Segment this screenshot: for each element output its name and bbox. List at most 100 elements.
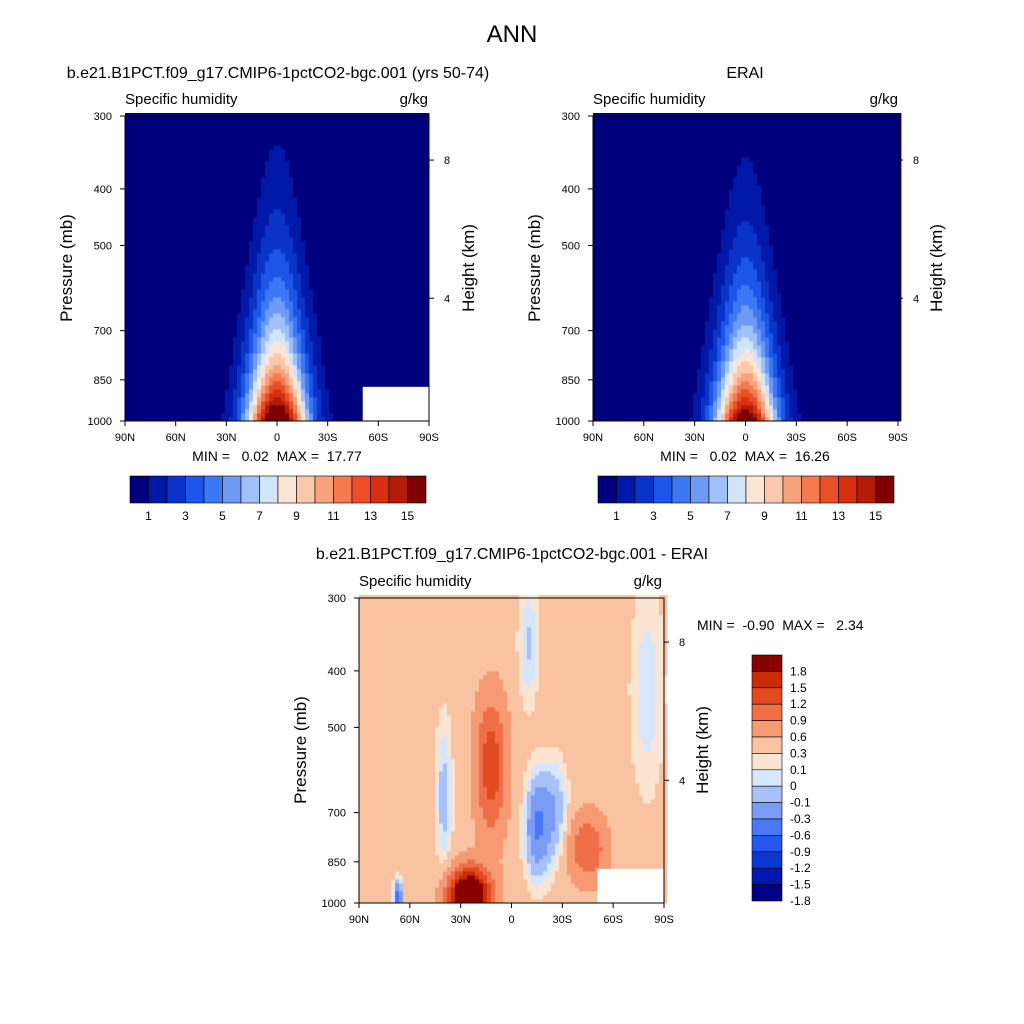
- colorbar-box: [819, 475, 839, 504]
- colorbar-box: [751, 867, 783, 885]
- colorbar-label: 1: [613, 509, 620, 523]
- y-tick-label: 1000: [322, 898, 346, 910]
- colorbar-label: 5: [219, 509, 226, 523]
- colorbar-box: [203, 475, 223, 504]
- y2-axis-label: Height (km): [459, 224, 478, 312]
- colorbar-box: [751, 835, 783, 853]
- colorbar-label: 1.8: [790, 664, 807, 678]
- y-tick-label: 1000: [556, 416, 580, 428]
- min-max-stats: MIN = 0.02 MAX = 17.77: [192, 448, 362, 464]
- field-label: Specific humidity: [359, 573, 472, 590]
- colorbar-box: [616, 475, 636, 504]
- y-tick-label: 400: [328, 666, 346, 678]
- colorbar-label: 7: [256, 509, 263, 523]
- colorbar-label: 9: [293, 509, 300, 523]
- colorbar-box: [751, 654, 783, 672]
- colorbar-box: [597, 475, 617, 504]
- colorbar-label: 0.6: [790, 730, 807, 744]
- x-tick-label: 30N: [685, 432, 705, 444]
- colorbar-box: [222, 475, 242, 504]
- colorbar-label: -0.6: [790, 828, 811, 842]
- y2-axis-label: Height (km): [693, 706, 712, 794]
- x-tick-label: 30S: [553, 914, 573, 926]
- x-tick-label: 60N: [400, 914, 420, 926]
- field-label: Specific humidity: [593, 91, 706, 108]
- colorbar-label: 13: [364, 509, 378, 523]
- y-axis-label: Pressure (mb): [525, 214, 544, 322]
- y2-tick-label: 4: [679, 775, 685, 787]
- colorbar-label: 0.1: [790, 763, 807, 777]
- units-label: g/kg: [870, 91, 898, 108]
- colorbar-box: [751, 802, 783, 820]
- colorbar-box: [129, 475, 149, 504]
- colorbar-box: [148, 475, 168, 504]
- panel-subtitle: b.e21.B1PCT.f09_g17.CMIP6-1pctCO2-bgc.00…: [67, 65, 489, 82]
- colorbar-label: 11: [327, 509, 340, 523]
- y-tick-label: 500: [328, 722, 346, 734]
- x-tick-label: 90N: [583, 432, 603, 444]
- units-label: g/kg: [400, 91, 428, 108]
- colorbar-box: [751, 703, 783, 721]
- colorbar-label: 13: [832, 509, 846, 523]
- panel-difference: b.e21.B1PCT.f09_g17.CMIP6-1pctCO2-bgc.00…: [291, 546, 864, 926]
- colorbar-box: [277, 475, 297, 504]
- y2-tick-label: 8: [679, 637, 685, 649]
- y-tick-label: 700: [94, 326, 112, 338]
- missing-data-mask: [597, 868, 664, 903]
- colorbar-box: [875, 475, 895, 504]
- colorbar-label: 1.2: [790, 697, 807, 711]
- x-tick-label: 0: [742, 432, 748, 444]
- colorbar-box: [653, 475, 673, 504]
- x-tick-label: 30N: [216, 432, 236, 444]
- colorbar-label: -1.8: [790, 894, 811, 908]
- y-tick-label: 300: [94, 111, 112, 123]
- y-tick-label: 500: [562, 240, 580, 252]
- colorbar-label: -1.5: [790, 878, 811, 892]
- colorbar-box: [634, 475, 654, 504]
- colorbar-box: [751, 671, 783, 689]
- y2-tick-label: 4: [444, 293, 450, 305]
- colorbar-label: 15: [401, 509, 415, 523]
- x-tick-label: 0: [274, 432, 280, 444]
- x-tick-label: 90S: [419, 432, 439, 444]
- y2-tick-label: 8: [444, 155, 450, 167]
- y-axis-label: Pressure (mb): [57, 214, 76, 322]
- panel-model: b.e21.B1PCT.f09_g17.CMIP6-1pctCO2-bgc.00…: [57, 65, 489, 523]
- x-tick-label: 60S: [603, 914, 623, 926]
- colorbar-box: [751, 769, 783, 787]
- colorbar-box: [801, 475, 821, 504]
- y-tick-label: 850: [94, 375, 112, 387]
- colorbar: 1 3 5 7 9 11 13 15: [597, 475, 895, 523]
- colorbar-box: [314, 475, 334, 504]
- colorbar-box: [351, 475, 371, 504]
- colorbar-box: [751, 818, 783, 836]
- colorbar-box: [671, 475, 691, 504]
- min-max-stats: MIN = -0.90 MAX = 2.34: [697, 617, 864, 633]
- min-max-stats: MIN = 0.02 MAX = 16.26: [660, 448, 830, 464]
- colorbar-box: [259, 475, 279, 504]
- colorbar-label: 9: [761, 509, 768, 523]
- colorbar-box: [185, 475, 205, 504]
- figure-title: ANN: [487, 21, 538, 48]
- colorbar-box: [296, 475, 316, 504]
- y-tick-label: 850: [328, 857, 346, 869]
- colorbar-box: [690, 475, 710, 504]
- field-label: Specific humidity: [125, 91, 238, 108]
- y-axis-label: Pressure (mb): [291, 696, 310, 804]
- colorbar-box: [751, 720, 783, 738]
- y-tick-label: 700: [562, 326, 580, 338]
- x-tick-label: 90N: [115, 432, 135, 444]
- colorbar-label: 5: [687, 509, 694, 523]
- y2-axis-label: Height (km): [927, 224, 946, 312]
- colorbar-label: -0.1: [790, 796, 811, 810]
- colorbar: 1.8 1.5 1.2 0.9 0.6 0.3 0.1 0 -0.1 -0.3 -0.6 -0.9 -1…: [751, 654, 811, 908]
- colorbar-label: 0.3: [790, 746, 807, 760]
- colorbar-box: [751, 884, 783, 902]
- colorbar-box: [782, 475, 802, 504]
- colorbar-label: -1.2: [790, 861, 811, 875]
- colorbar-box: [838, 475, 858, 504]
- colorbar-box: [745, 475, 765, 504]
- x-tick-label: 60N: [166, 432, 186, 444]
- colorbar-box: [764, 475, 784, 504]
- y-tick-label: 700: [328, 808, 346, 820]
